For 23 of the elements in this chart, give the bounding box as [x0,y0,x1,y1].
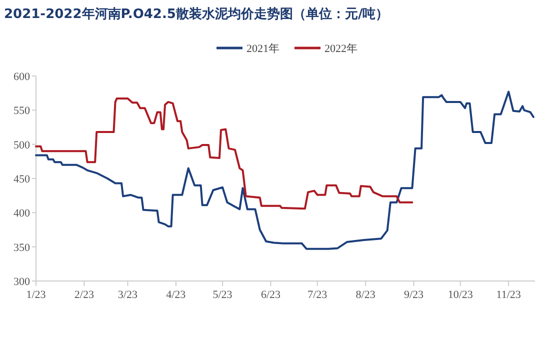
y-tick-label: 300 [14,276,30,288]
x-tick-label: 4/23 [166,289,186,301]
x-tick-label: 6/23 [260,289,282,301]
legend-label: 2022年 [324,43,358,55]
y-tick-label: 600 [14,71,30,83]
line-series [35,90,534,250]
y-tick-label: 400 [14,208,30,220]
x-tick-label: 11/23 [496,289,522,301]
y-tick-label: 550 [14,105,30,118]
y-tick-label: 500 [14,139,30,152]
x-tick-label: 7/23 [308,289,328,301]
x-tick-label: 5/23 [212,289,233,301]
x-tick-label: 2/23 [74,289,94,301]
x-tick-label: 10/23 [448,289,474,301]
x-tick-label: 8/23 [356,289,376,301]
y-tick-label: 450 [14,174,30,186]
chart-title: 2021-2022年河南P.O42.5散装水泥均价走势图（单位：元/吨） [4,6,389,22]
x-tick-label: 1/23 [26,289,46,301]
legend-label: 2021年 [246,43,280,55]
x-tick-label: 9/23 [404,289,424,301]
x-tick-label: 3/23 [118,289,138,301]
line-series [35,98,414,210]
y-tick-label: 350 [14,242,30,254]
